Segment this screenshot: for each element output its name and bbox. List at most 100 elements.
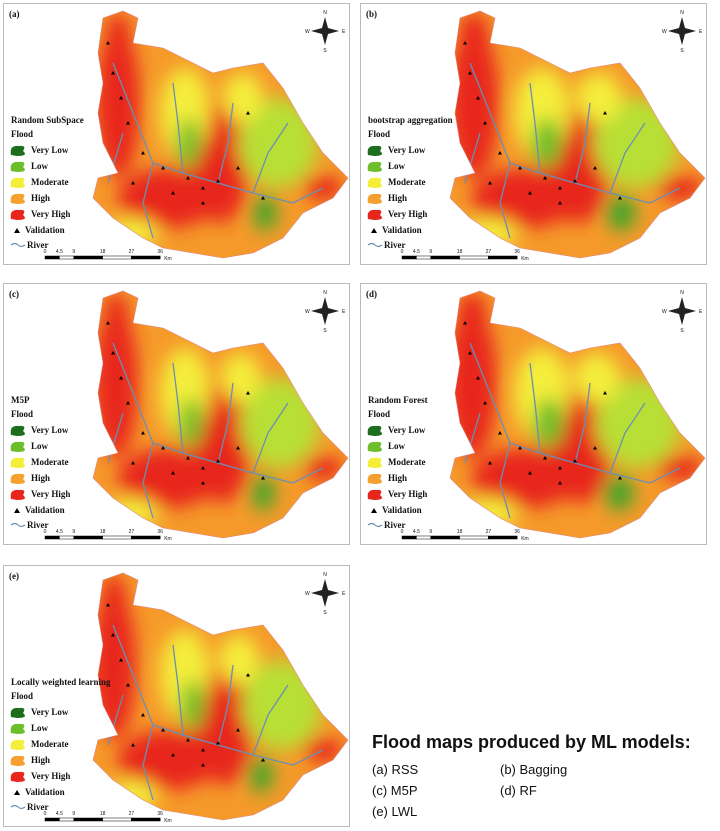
map-outline [449,10,706,259]
legend-item: High [31,473,50,483]
validation-point [141,713,145,717]
validation-point [593,166,597,170]
legend-swatch [10,193,25,204]
legend-item: Very High [31,771,70,781]
map-panel: (d) Random Forest Flood Very Low Low Moderate… [360,283,707,545]
zone [104,293,128,333]
compass-e: E [342,591,346,597]
model-name: Random Forest [368,395,428,405]
scale-unit: Km [521,536,529,542]
compass-n: N [680,290,684,296]
legend-swatch [10,723,25,734]
model-name: M5P [11,395,30,405]
compass-e: E [342,309,346,315]
legend-item: Very High [388,489,427,499]
validation-point [246,673,250,677]
scale-label: 4.5 [413,529,420,535]
caption-item: (e) LWL [372,804,417,819]
validation-point [488,181,492,185]
validation-point [216,459,220,463]
panel-label: (c) [9,289,19,299]
scale-segment [488,255,518,260]
caption-item: (a) RSS [372,762,419,777]
panel-label: (a) [9,9,20,19]
legend-swatch [10,457,25,468]
scale-segment [73,817,103,822]
validation-point [201,748,205,752]
validation-point [558,481,562,485]
validation-point [126,683,130,687]
compass-e: E [699,29,703,35]
validation-point [126,401,130,405]
scale-unit: Km [164,818,172,824]
map-outline [92,572,349,821]
zone [604,475,634,511]
river [499,162,511,239]
legend-validation: Validation [382,505,422,515]
compass-n: N [323,290,327,296]
river [172,82,184,174]
legend-swatch [10,489,25,500]
validation-point [463,41,467,45]
legend-swatch [10,425,25,436]
validation-point [186,738,190,742]
zone [249,757,273,793]
map-panel: (c) M5P Flood Very Low Low Moderate High Very H… [3,283,350,545]
scale-label: 0 [44,811,47,817]
zone [118,168,218,228]
legend-item: High [388,473,407,483]
map-outline [449,290,706,539]
legend-title: Flood [11,691,33,701]
validation-point [171,753,175,757]
legend-item: Very Low [388,145,426,155]
legend-swatch [10,473,25,484]
scale-label: 0 [44,249,47,255]
river-symbol [10,242,26,248]
river [172,362,184,454]
legend-item: Very High [388,209,427,219]
scale-segment [131,817,161,822]
flood-map [450,291,705,538]
legend-validation: Validation [25,787,65,797]
legend-swatch [10,209,25,220]
legend-swatch [10,739,25,750]
scale-segment [459,255,489,260]
susceptibility-zones [450,13,703,248]
caption-item: (c) M5P [372,783,418,798]
river [252,122,289,194]
validation-point [141,431,145,435]
river [217,664,234,746]
legend-swatch [367,489,382,500]
compass-w: W [662,29,667,35]
map-panel: (e) Locally weighted learning Flood Very Lo… [3,565,350,827]
map-outline [92,290,349,539]
river-symbol [367,522,383,528]
zone [118,730,218,790]
compass-s: S [323,328,327,334]
legend-swatch [10,177,25,188]
map-panel: (a) Random SubSpace Flood Very Low Low Modera… [3,3,350,265]
scale-label: 9 [72,529,75,535]
legend-item: Moderate [31,177,68,187]
scale-label: 27 [129,249,135,255]
river [142,724,154,801]
validation-point [498,151,502,155]
zone [593,98,679,188]
legend-item: Low [388,441,406,451]
compass-rose [311,17,339,45]
scale-segment [401,255,417,260]
validation-point [528,471,532,475]
legend-river: River [384,520,406,530]
legend-swatch [367,161,382,172]
legend-validation: Validation [382,225,422,235]
validation-point [603,391,607,395]
validation-point [246,111,250,115]
river [499,442,511,519]
legend-swatch [10,771,25,782]
compass-w: W [662,309,667,315]
validation-point [201,466,205,470]
zone [177,118,201,168]
legend-item: High [31,193,50,203]
scale-unit: Km [164,256,172,262]
compass-n: N [323,572,327,578]
